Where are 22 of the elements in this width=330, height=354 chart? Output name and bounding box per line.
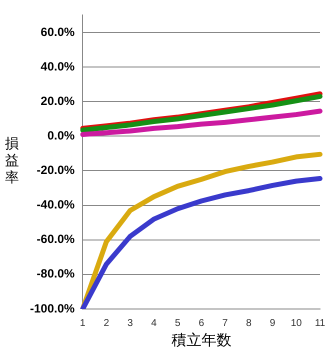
y-tick-label: 20.0%: [40, 94, 76, 108]
y-axis-title: 損益率: [5, 136, 20, 187]
y-tick-label: -40.0%: [36, 198, 76, 212]
x-tick-label: 1: [80, 318, 86, 329]
y-tick-label: 0.0%: [47, 128, 76, 142]
y-tick-label: -100.0%: [30, 301, 76, 316]
x-tick-label: 2: [104, 318, 110, 329]
y-tick-label: 60.0%: [40, 24, 76, 39]
x-tick-label: 9: [270, 318, 276, 329]
y-tick-label: -20.0%: [36, 163, 76, 178]
x-axis-title: 積立年数: [171, 330, 232, 349]
x-tick-label: 11: [314, 318, 326, 329]
x-tick-label: 4: [151, 318, 158, 329]
x-tick-label: 6: [198, 318, 205, 329]
x-tick-label: 10: [290, 318, 302, 329]
x-tick-label: 3: [127, 318, 134, 329]
y-tick-label: -60.0%: [36, 232, 76, 246]
x-tick-label: 7: [222, 318, 228, 329]
x-tick-label: 8: [246, 318, 252, 329]
x-tick-label: 5: [174, 318, 181, 329]
y-tick-label: -80.0%: [36, 266, 76, 281]
y-tick-label: 40.0%: [40, 59, 76, 74]
